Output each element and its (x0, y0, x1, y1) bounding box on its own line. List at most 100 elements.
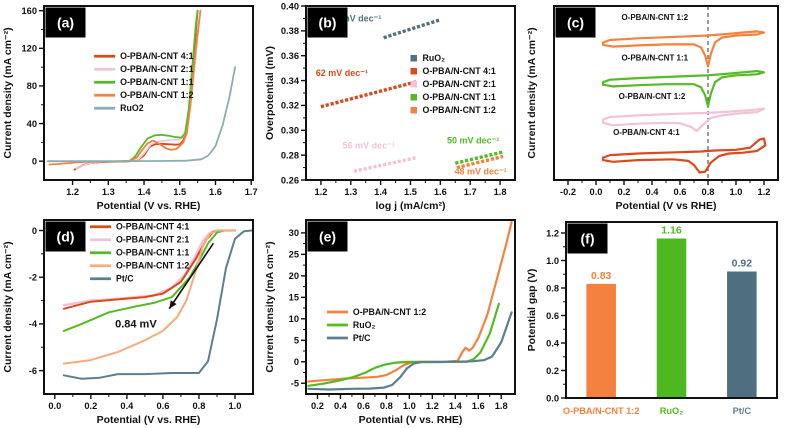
legend-entry: O-PBA/N-CNT 4:1 (120, 51, 193, 61)
bar-value-label: 0.92 (732, 258, 753, 270)
y-tick-label: 0.2 (546, 366, 559, 376)
annotation: 73 mV dec⁻¹ (329, 14, 381, 24)
x-tick-label: 1.5 (404, 187, 417, 197)
series-O-PBA/N-CNT 2:1-tafel (353, 155, 417, 173)
bar-value-label: 1.16 (661, 225, 682, 237)
y-tick-label: 40 (27, 119, 37, 129)
y-tick-label: -5 (291, 379, 299, 389)
series-orr-Pt/C (62, 229, 253, 380)
x-tick-label: 0.2 (84, 401, 97, 411)
x-tick-label: 1.4 (138, 187, 152, 197)
x-tick-label: 1.8 (495, 401, 508, 411)
arrow-line (168, 242, 215, 310)
bar-O-PBA/N-CNT 1:2 (586, 283, 616, 398)
y-tick-label: 15 (289, 293, 299, 303)
x-tick-label: 1.2 (66, 187, 79, 197)
y-tick-label: 160 (21, 6, 37, 16)
panel-f: 0.83 O-PBA/N-CNT 1:2 1.16 RuO₂ 0.92 Pt/C 0.0 0.… (524, 214, 787, 428)
plot-border (565, 221, 778, 399)
panel-e: 0.2 0.4 0.6 0.8 1.0 1.2 1.4 1.6 1.8 -5 0 5 10 15 20 25 3… (262, 214, 524, 428)
series-orr-O-PBA/N-CNT 1:1 (62, 229, 236, 332)
x-tick-label: 1.3 (102, 187, 115, 197)
y-tick-label: 0.4 (546, 338, 560, 348)
annotation: O-PBA/N-CNT 4:1 (613, 128, 680, 137)
panel-label: (f) (581, 231, 595, 247)
x-tick-label: -0.2 (560, 187, 576, 197)
x-tick-label: 1.0 (403, 401, 416, 411)
y-tick-label: 0.38 (281, 26, 299, 36)
x-tick-label: 1.3 (344, 187, 357, 197)
legend-entry: O-PBA/N-CNT 1:2 (120, 90, 193, 100)
category-label: RuO₂ (660, 406, 683, 416)
series-O-PBA/N-CNT 1:1-tafel (454, 150, 504, 165)
y-tick-label: 80 (27, 81, 37, 91)
legend-entry: O-PBA/N-CNT 1:2 (353, 307, 426, 317)
chart-d: 0.0 0.2 0.4 0.6 0.8 1.0 0 -2 -4 -6 Potential (V vs… (0, 214, 262, 428)
plot-border (43, 219, 254, 395)
y-axis-label: Overpotential (mV) (264, 46, 276, 140)
y-tick-label: 0 (294, 357, 299, 367)
legend-marker (410, 106, 417, 114)
legend-entry: RuO2 (120, 103, 144, 113)
panel-label: (e) (319, 229, 336, 245)
x-axis-label: Potential (V vs. RHE) (97, 414, 201, 426)
y-tick-label: 25 (289, 250, 299, 260)
x-tick-label: 0.6 (357, 401, 370, 411)
legend-entry: O-PBA/N-CNT 1:1 (116, 248, 189, 258)
x-tick-label: 0.0 (48, 401, 61, 411)
series-bifun-RuO₂ (307, 302, 500, 387)
x-tick-label: 0.8 (702, 187, 715, 197)
series-cv-O-PBA/N-CNT 1:2 (601, 30, 766, 68)
x-tick-label: 1.2 (314, 187, 327, 197)
annotation: 0.84 mV (115, 318, 157, 330)
annotation: 50 mV dec⁻¹ (447, 135, 499, 145)
x-tick-label: 1.4 (374, 187, 388, 197)
x-tick-label: 0.2 (618, 187, 631, 197)
legend-marker (410, 80, 417, 88)
category-label: O-PBA/N-CNT 1:2 (563, 406, 640, 416)
legend-marker (410, 67, 417, 75)
y-tick-label: 1.2 (546, 228, 559, 238)
annotation: O-PBA/N-CNT 1:2 (621, 13, 688, 22)
x-tick-label: 1.7 (464, 187, 477, 197)
panel-a: 1.2 1.3 1.4 1.5 1.6 1.7 0 40 80 120 160 Potential (… (0, 0, 262, 214)
legend-entry: Pt/C (353, 333, 371, 343)
panel-label-box (45, 7, 86, 38)
legend-entry: O-PBA/N-CNT 2:1 (120, 64, 193, 74)
legend-marker (410, 54, 417, 62)
x-tick-label: 1.6 (209, 187, 222, 197)
panel-b: 1.2 1.3 1.4 1.5 1.6 1.7 1.8 0.26 0.28 0.30 0.32 0.3… (262, 0, 524, 214)
legend-entry: O-PBA/N-CNT 4:1 (116, 222, 189, 232)
chart-c: -0.2 0.0 0.2 0.4 0.6 0.8 1.0 1.2 Potential (V vs… (524, 0, 787, 214)
panel-label-box (307, 221, 348, 252)
y-tick-label: 0.28 (281, 150, 299, 160)
y-tick-label: 0.0 (546, 393, 559, 403)
bar-value-label: 0.83 (591, 270, 612, 282)
legend-entry: O-PBA/N-CNT 4:1 (423, 66, 496, 76)
y-tick-label: 1.0 (546, 256, 559, 266)
y-tick-label: 5 (294, 336, 299, 346)
x-tick-label: 0.4 (120, 401, 134, 411)
x-axis-label: log j (mA/cm²) (376, 200, 446, 212)
y-tick-label: 10 (289, 314, 299, 324)
x-tick-label: 0.8 (380, 401, 393, 411)
chart-a: 1.2 1.3 1.4 1.5 1.6 1.7 0 40 80 120 160 Potential (… (0, 0, 262, 214)
panel-label-box (555, 7, 596, 38)
legend-entry: O-PBA/N-CNT 1:2 (116, 261, 189, 271)
legend-entry: O-PBA/N-CNT 1:1 (120, 77, 193, 87)
chart-e: 0.2 0.4 0.6 0.8 1.0 1.2 1.4 1.6 1.8 -5 0 5 10 15 20 25 3… (262, 214, 524, 428)
y-tick-label: 0.26 (281, 175, 299, 185)
panel-label-box (45, 221, 86, 252)
x-tick-label: 1.0 (229, 401, 242, 411)
legend-entry: O-PBA/N-CNT 2:1 (116, 235, 189, 245)
panel-label-box (307, 7, 348, 38)
y-tick-label: -6 (29, 366, 37, 376)
series-cv-O-PBA/N-CNT 4:1 (601, 137, 767, 174)
legend-entry: O-PBA/N-CNT 1:1 (423, 92, 496, 102)
legend-entry: O-PBA/N-CNT 1:2 (423, 105, 496, 115)
y-tick-label: 0.40 (281, 1, 299, 11)
annotation: 62 mV dec⁻¹ (316, 68, 368, 78)
y-tick-label: -2 (29, 273, 37, 283)
annotation: O-PBA/N-CNT 1:1 (621, 53, 688, 62)
